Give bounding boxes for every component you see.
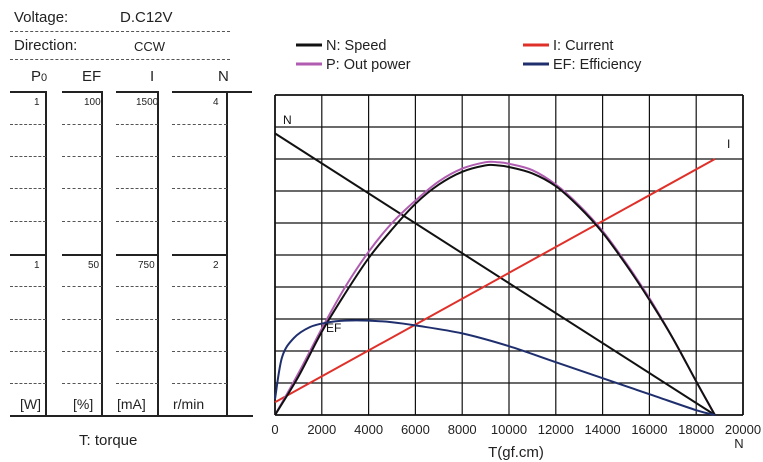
col-dash bbox=[62, 383, 102, 384]
col-power-top bbox=[10, 91, 46, 93]
col-dash bbox=[62, 286, 102, 287]
unit-speed: r/min bbox=[173, 396, 205, 412]
col-power-rule bbox=[45, 91, 47, 416]
col-dash bbox=[172, 383, 227, 384]
header-power-text: P0 bbox=[31, 68, 47, 85]
curve-label-current: I bbox=[727, 137, 730, 151]
col-dash bbox=[10, 188, 46, 189]
header-current: I bbox=[150, 68, 155, 85]
col-dash bbox=[62, 221, 102, 222]
col-dash bbox=[10, 286, 46, 287]
col-dash bbox=[10, 351, 46, 352]
col-efficiency-mid bbox=[62, 254, 102, 256]
legend-label: EF: Efficiency bbox=[553, 57, 642, 73]
col-dash bbox=[116, 156, 158, 157]
direction-value: CCW bbox=[134, 39, 166, 54]
series-current-line bbox=[274, 158, 716, 404]
series-speed_out-line bbox=[274, 163, 716, 416]
x-tick-label: 8000 bbox=[448, 422, 477, 437]
x-tick-label: 6000 bbox=[401, 422, 430, 437]
direction-divider bbox=[10, 59, 230, 60]
mid-value-efficiency: 50 bbox=[88, 260, 100, 271]
col-dash bbox=[62, 156, 102, 157]
col-dash bbox=[10, 383, 46, 384]
legend-label: N: Speed bbox=[326, 38, 386, 54]
legend-label: P: Out power bbox=[326, 57, 411, 73]
top-value-speed: 4 bbox=[213, 97, 219, 108]
col-dash bbox=[172, 221, 227, 222]
mid-value-power: 1 bbox=[34, 260, 40, 271]
col-dash bbox=[10, 124, 46, 125]
col-dash bbox=[116, 221, 158, 222]
col-speed-rule bbox=[226, 91, 228, 416]
top-value-efficiency: 100 bbox=[84, 97, 101, 108]
x-tick-label: 16000 bbox=[631, 422, 667, 437]
col-dash bbox=[62, 351, 102, 352]
header-power-subscript: 0 bbox=[41, 72, 48, 84]
x-tick-label: 4000 bbox=[354, 422, 383, 437]
col-dash bbox=[62, 124, 102, 125]
col-dash bbox=[116, 124, 158, 125]
col-dash bbox=[172, 124, 227, 125]
header-speed: N bbox=[218, 68, 229, 85]
mid-value-current: 750 bbox=[138, 260, 155, 271]
unit-current: [mA] bbox=[117, 396, 146, 412]
mid-value-speed: 2 bbox=[213, 260, 219, 271]
col-dash bbox=[172, 351, 227, 352]
x-tick-label: 18000 bbox=[678, 422, 714, 437]
curve-label-efficiency: EF bbox=[326, 321, 341, 335]
col-dash bbox=[172, 156, 227, 157]
col-dash bbox=[116, 286, 158, 287]
col-dash bbox=[10, 156, 46, 157]
x-tick-label: 10000 bbox=[491, 422, 527, 437]
top-value-current: 1500 bbox=[136, 97, 159, 108]
torque-caption: T: torque bbox=[79, 432, 138, 449]
col-dash bbox=[172, 286, 227, 287]
x-tick-label: 0 bbox=[271, 422, 278, 437]
header-efficiency: EF bbox=[82, 68, 102, 85]
col-dash bbox=[116, 351, 158, 352]
col-current-rule bbox=[157, 91, 159, 416]
header-power: P0 bbox=[31, 68, 47, 85]
header-power-letter: P bbox=[31, 68, 42, 85]
col-efficiency-rule bbox=[101, 91, 103, 416]
voltage-value: D.C12V bbox=[120, 9, 173, 26]
curve-label-speed: N bbox=[283, 113, 292, 127]
col-efficiency-top bbox=[62, 91, 102, 93]
direction-label: Direction: bbox=[14, 37, 78, 54]
top-value-power: 1 bbox=[34, 97, 40, 108]
unit-efficiency: [%] bbox=[73, 396, 94, 412]
voltage-divider bbox=[10, 31, 230, 32]
series-speed-line bbox=[274, 132, 716, 416]
col-dash bbox=[172, 319, 227, 320]
series-efficiency-line bbox=[274, 319, 716, 416]
x-tick-label: 20000 bbox=[725, 422, 761, 437]
voltage-label: Voltage: bbox=[14, 9, 69, 26]
col-dash bbox=[10, 221, 46, 222]
col-dash bbox=[116, 319, 158, 320]
x-axis-title: T(gf.cm) bbox=[488, 444, 544, 461]
x-unit-label: N bbox=[734, 436, 743, 451]
x-tick-label: 2000 bbox=[307, 422, 336, 437]
col-dash bbox=[116, 383, 158, 384]
col-current-top bbox=[116, 91, 158, 93]
col-speed-mid bbox=[172, 254, 227, 256]
col-speed-top bbox=[172, 91, 252, 93]
x-tick-label: 12000 bbox=[538, 422, 574, 437]
col-dash bbox=[172, 188, 227, 189]
col-dash bbox=[62, 319, 102, 320]
col-power-mid bbox=[10, 254, 46, 256]
col-dash bbox=[62, 188, 102, 189]
table-bottom-rule bbox=[10, 415, 253, 417]
unit-power: [W] bbox=[20, 396, 41, 412]
col-dash bbox=[10, 319, 46, 320]
x-tick-label: 14000 bbox=[585, 422, 621, 437]
col-current-mid bbox=[116, 254, 158, 256]
col-dash bbox=[116, 188, 158, 189]
legend-label: I: Current bbox=[553, 38, 613, 54]
